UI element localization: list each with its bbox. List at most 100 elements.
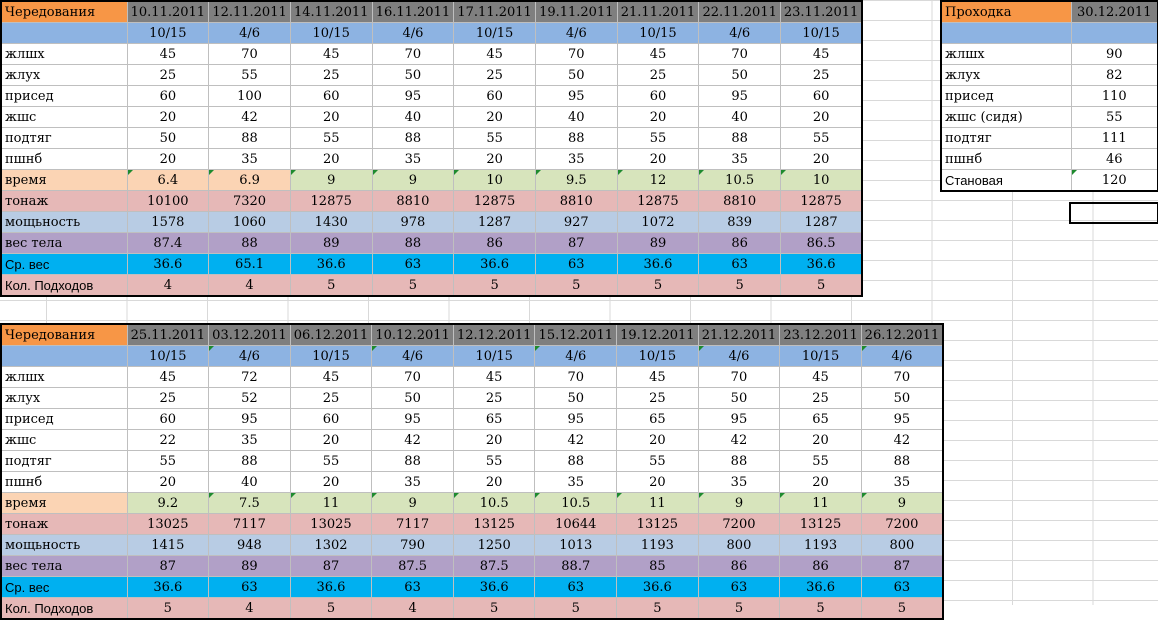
exercise-value-cell[interactable]: 20 xyxy=(289,471,373,493)
sets-row-cell[interactable]: 5 xyxy=(698,274,781,297)
exercise-value-cell[interactable]: 20 xyxy=(616,429,699,451)
exercise-value-cell[interactable]: 20 xyxy=(126,106,210,128)
exercise-value-cell[interactable]: 25 xyxy=(616,387,699,409)
exercise-value-cell[interactable]: 25 xyxy=(126,387,210,409)
exercise-value-cell[interactable]: 55 xyxy=(208,64,291,86)
exercise-value-cell[interactable]: 35 xyxy=(371,148,455,170)
exercise-value-cell[interactable]: 35 xyxy=(698,148,781,170)
progress-header-date[interactable]: 30.12.2011 xyxy=(1070,0,1158,23)
scheme-cell[interactable]: 10/15 xyxy=(289,345,373,367)
power-row-cell[interactable]: 800 xyxy=(860,534,944,556)
exercise-value-cell[interactable]: 65 xyxy=(452,408,536,430)
bodyweight-row-cell[interactable]: 87 xyxy=(860,555,944,577)
progress-subheader-cell[interactable] xyxy=(1070,22,1158,44)
time-row-cell[interactable]: 10 xyxy=(453,169,536,191)
power-row-label[interactable]: мощьность xyxy=(0,534,128,556)
time-row-cell[interactable]: 9 xyxy=(371,492,454,514)
avg-weight-row-cell[interactable]: 36.6 xyxy=(616,576,699,598)
exercise-value-cell[interactable]: 25 xyxy=(453,64,536,86)
exercise-value-cell[interactable]: 70 xyxy=(208,43,291,65)
time-row-cell[interactable]: 6.4 xyxy=(126,169,210,191)
exercise-value-cell[interactable]: 70 xyxy=(698,43,781,65)
scheme-cell[interactable]: 10/15 xyxy=(779,345,862,367)
bodyweight-row-cell[interactable]: 87.5 xyxy=(371,555,454,577)
avg-weight-row-cell[interactable]: 63 xyxy=(698,253,781,275)
table-header-label[interactable]: Чередования xyxy=(0,0,128,23)
tonnage-row-cell[interactable]: 7320 xyxy=(208,190,291,212)
exercise-value-cell[interactable]: 35 xyxy=(208,148,291,170)
sets-row-cell[interactable]: 5 xyxy=(453,274,536,297)
exercise-value-cell[interactable]: 88 xyxy=(697,450,781,472)
exercise-value-cell[interactable]: 45 xyxy=(616,366,699,388)
avg-weight-row-cell[interactable]: 36.6 xyxy=(780,253,863,275)
exercise-value-cell[interactable]: 88 xyxy=(534,127,618,149)
avg-weight-row-cell[interactable]: 36.6 xyxy=(126,253,210,275)
power-row-cell[interactable]: 1430 xyxy=(289,211,373,233)
time-row-cell[interactable]: 9.5 xyxy=(534,169,618,191)
date-header-cell[interactable]: 26.12.2011 xyxy=(860,323,944,346)
scheme-cell[interactable]: 10/15 xyxy=(780,22,863,44)
exercise-value-cell[interactable]: 100 xyxy=(208,85,291,107)
progress-row-label[interactable]: присед xyxy=(940,85,1072,107)
exercise-value-cell[interactable]: 65 xyxy=(779,408,862,430)
scheme-cell[interactable]: 4/6 xyxy=(697,345,781,367)
exercise-value-cell[interactable]: 25 xyxy=(289,64,373,86)
date-header-cell[interactable]: 21.12.2011 xyxy=(697,323,781,346)
power-row-cell[interactable]: 790 xyxy=(371,534,454,556)
sets-row-cell[interactable]: 5 xyxy=(289,274,373,297)
sets-row-cell[interactable]: 4 xyxy=(208,274,291,297)
progress-row-value[interactable]: 111 xyxy=(1070,127,1158,149)
exercise-value-cell[interactable]: 25 xyxy=(452,387,536,409)
exercise-value-cell[interactable]: 50 xyxy=(371,64,455,86)
bodyweight-row-cell[interactable]: 86 xyxy=(453,232,536,254)
progress-row-value[interactable]: 46 xyxy=(1070,148,1158,170)
exercise-value-cell[interactable]: 42 xyxy=(697,429,781,451)
exercise-value-cell[interactable]: 45 xyxy=(452,366,536,388)
table-header-label[interactable]: Чередования xyxy=(0,323,128,346)
avg-weight-row-cell[interactable]: 63 xyxy=(534,576,618,598)
time-row-cell[interactable]: 10 xyxy=(780,169,863,191)
bodyweight-row-cell[interactable]: 86.5 xyxy=(780,232,863,254)
progress-row-value[interactable]: 120 xyxy=(1070,169,1158,192)
sets-row-cell[interactable]: 5 xyxy=(616,597,699,620)
date-header-cell[interactable]: 06.12.2011 xyxy=(289,323,373,346)
exercise-value-cell[interactable]: 45 xyxy=(779,366,862,388)
exercise-value-cell[interactable]: 45 xyxy=(453,43,536,65)
bodyweight-row-cell[interactable]: 87.5 xyxy=(452,555,536,577)
exercise-label[interactable]: пшнб xyxy=(0,471,128,493)
sets-row-cell[interactable]: 4 xyxy=(371,597,454,620)
scheme-cell[interactable]: 10/15 xyxy=(126,22,210,44)
avg-weight-row-cell[interactable]: 36.6 xyxy=(453,253,536,275)
power-row-cell[interactable]: 1287 xyxy=(453,211,536,233)
avg-weight-row-cell[interactable]: 63 xyxy=(697,576,781,598)
exercise-label[interactable]: присед xyxy=(0,408,128,430)
date-header-cell[interactable]: 10.12.2011 xyxy=(371,323,454,346)
time-row-cell[interactable]: 6.9 xyxy=(208,169,291,191)
exercise-value-cell[interactable]: 88 xyxy=(371,450,454,472)
exercise-label[interactable]: присед xyxy=(0,85,128,107)
exercise-value-cell[interactable]: 95 xyxy=(371,408,454,430)
bodyweight-row-label[interactable]: вес тела xyxy=(0,232,128,254)
power-row-cell[interactable]: 1193 xyxy=(616,534,699,556)
time-row-cell[interactable]: 10.5 xyxy=(452,492,536,514)
exercise-value-cell[interactable]: 45 xyxy=(126,366,210,388)
date-header-cell[interactable]: 10.11.2011 xyxy=(126,0,210,23)
power-row-cell[interactable]: 948 xyxy=(208,534,291,556)
tonnage-row-cell[interactable]: 12875 xyxy=(616,190,700,212)
exercise-value-cell[interactable]: 60 xyxy=(289,85,373,107)
exercise-value-cell[interactable]: 20 xyxy=(452,471,536,493)
exercise-value-cell[interactable]: 25 xyxy=(616,64,700,86)
scheme-label-cell[interactable] xyxy=(0,345,128,367)
sets-row-cell[interactable]: 4 xyxy=(126,274,210,297)
power-row-cell[interactable]: 1193 xyxy=(779,534,862,556)
exercise-value-cell[interactable]: 70 xyxy=(534,43,618,65)
scheme-cell[interactable]: 4/6 xyxy=(208,345,291,367)
exercise-label[interactable]: подтяг xyxy=(0,450,128,472)
power-row-cell[interactable]: 839 xyxy=(698,211,781,233)
time-row-cell[interactable]: 9 xyxy=(289,169,373,191)
exercise-value-cell[interactable]: 35 xyxy=(208,429,291,451)
date-header-cell[interactable]: 14.11.2011 xyxy=(289,0,373,23)
time-row-cell[interactable]: 9.2 xyxy=(126,492,210,514)
exercise-value-cell[interactable]: 20 xyxy=(289,429,373,451)
exercise-value-cell[interactable]: 60 xyxy=(126,85,210,107)
